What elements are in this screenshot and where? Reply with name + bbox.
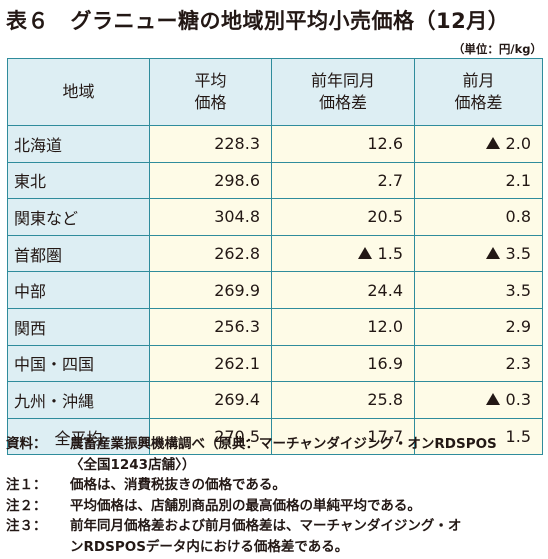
- price-cell: 298.6: [149, 161, 272, 200]
- mom-diff-cell: 0.3: [414, 381, 543, 419]
- price-cell-value: 270.5: [214, 427, 260, 447]
- negative-triangle-icon: [485, 393, 500, 406]
- yoy-diff-cell-value: 2.7: [377, 170, 403, 190]
- yoy-diff-cell: 12.0: [271, 307, 415, 346]
- table-row: 東北 298.6 2.7 2.1: [7, 161, 543, 200]
- price-cell-value: 269.4: [214, 390, 260, 410]
- table-row: 関東など 304.8 20.5 0.8: [7, 198, 543, 236]
- price-cell: 228.3: [149, 125, 272, 163]
- table-row: 北海道 228.3 12.6 2.0: [7, 125, 543, 163]
- mom-diff-cell-value: 2.1: [505, 170, 531, 190]
- mom-diff-cell-value: 1.5: [505, 427, 531, 447]
- table-row: 関西 256.3 12.0 2.9: [7, 307, 543, 346]
- unit-label: （単位：円/kg）: [452, 42, 542, 56]
- table-row: 全平均 270.5 17.7 1.5: [7, 417, 543, 456]
- region-cell: 全平均: [7, 417, 150, 456]
- yoy-diff-cell-value: 20.5: [367, 207, 403, 227]
- table-row: 中部 269.9 24.4 3.5: [7, 271, 543, 309]
- region-cell: 中国・四国: [7, 344, 150, 383]
- price-cell: 256.3: [149, 307, 272, 346]
- yoy-diff-cell: 20.5: [271, 198, 415, 236]
- note-3: 注３： 前年同月価格差および前月価格差は、マーチャンダイジング・オ: [6, 518, 462, 534]
- region-cell: 首都圏: [7, 234, 150, 273]
- price-cell: 269.9: [149, 271, 272, 309]
- note-1: 注１： 価格は、消費税抜きの価格である。: [6, 477, 286, 493]
- price-cell-value: 269.9: [214, 280, 260, 300]
- price-cell-value: 304.8: [214, 207, 260, 227]
- yoy-diff-cell: 25.8: [271, 381, 415, 419]
- region-cell: 中部: [7, 271, 150, 309]
- price-cell-value: 298.6: [214, 170, 260, 190]
- table-header-row: 地域 平均 価格 前年同月 価格差 前月 価格差: [7, 58, 543, 126]
- note-source-cont: 〈全国1243店舗〉）: [70, 456, 196, 473]
- yoy-diff-cell: 17.7: [271, 417, 415, 456]
- mom-diff-cell: 2.3: [414, 344, 543, 383]
- table-row: 首都圏 262.8 1.5 3.5: [7, 234, 543, 273]
- header-region: 地域: [7, 58, 150, 126]
- yoy-diff-cell-value: 1.5: [377, 244, 403, 264]
- mom-diff-cell-value: 3.5: [505, 244, 531, 264]
- mom-diff-cell: 2.9: [414, 307, 543, 346]
- price-cell-value: 256.3: [214, 317, 260, 337]
- yoy-diff-cell-value: 12.6: [367, 134, 403, 154]
- mom-diff-cell: 3.5: [414, 234, 543, 273]
- mom-diff-cell-value: 0.8: [505, 207, 531, 227]
- table-row: 中国・四国 262.1 16.9 2.3: [7, 344, 543, 383]
- yoy-diff-cell-value: 16.9: [367, 353, 403, 373]
- yoy-diff-cell: 24.4: [271, 271, 415, 309]
- yoy-diff-cell: 1.5: [271, 234, 415, 273]
- price-cell: 262.1: [149, 344, 272, 383]
- mom-diff-cell-value: 2.9: [505, 317, 531, 337]
- region-cell: 北海道: [7, 125, 150, 163]
- mom-diff-cell-value: 2.3: [505, 353, 531, 373]
- mom-diff-cell-value: 3.5: [505, 280, 531, 300]
- negative-triangle-icon: [357, 247, 372, 260]
- mom-diff-cell: 0.8: [414, 198, 543, 236]
- price-cell-value: 228.3: [214, 134, 260, 154]
- negative-triangle-icon: [485, 137, 500, 150]
- note-2: 注２： 平均価格は、店舗別商品別の最高価格の単純平均である。: [6, 497, 421, 514]
- region-cell: 関東など: [7, 198, 150, 236]
- yoy-diff-cell-value: 12.0: [367, 317, 403, 337]
- notes-block: 資料： 農畜産業振興機構調べ（原典：マーチャンダイジング・オンRDSPOS 〈全国…: [6, 434, 546, 557]
- mom-diff-cell: 2.1: [414, 161, 543, 200]
- mom-diff-cell: 2.0: [414, 125, 543, 163]
- mom-diff-cell: 3.5: [414, 271, 543, 309]
- yoy-diff-cell-value: 24.4: [367, 280, 403, 300]
- price-cell: 269.4: [149, 381, 272, 419]
- table-title: 表６ グラニュー糖の地域別平均小売価格（12月）: [6, 9, 510, 33]
- negative-triangle-icon: [485, 247, 500, 260]
- yoy-diff-cell: 16.9: [271, 344, 415, 383]
- price-cell-value: 262.1: [214, 353, 260, 373]
- mom-diff-cell-value: 2.0: [505, 134, 531, 154]
- header-yoy-diff: 前年同月 価格差: [271, 58, 415, 126]
- yoy-diff-cell: 2.7: [271, 161, 415, 200]
- note-source: 資料： 農畜産業振興機構調べ（原典：マーチャンダイジング・オンRDSPOS: [6, 436, 497, 452]
- note-3-cont: ンRDSPOSデータ内における価格差である。: [70, 538, 349, 555]
- price-cell: 304.8: [149, 198, 272, 236]
- table-row: 九州・沖縄 269.4 25.8 0.3: [7, 381, 543, 419]
- region-cell: 九州・沖縄: [7, 381, 150, 419]
- region-cell: 東北: [7, 161, 150, 200]
- header-mom-diff: 前月 価格差: [414, 58, 543, 126]
- mom-diff-cell-value: 0.3: [505, 390, 531, 410]
- mom-diff-cell: 1.5: [414, 417, 543, 456]
- price-cell: 262.8: [149, 234, 272, 273]
- header-price: 平均 価格: [149, 58, 272, 126]
- yoy-diff-cell-value: 25.8: [367, 390, 403, 410]
- region-cell: 関西: [7, 307, 150, 346]
- yoy-diff-cell-value: 17.7: [367, 427, 403, 447]
- yoy-diff-cell: 12.6: [271, 125, 415, 163]
- price-cell-value: 262.8: [214, 244, 260, 264]
- price-table: 地域 平均 価格 前年同月 価格差 前月 価格差 北海道 228.3 12.6 2.0 東北 2…: [7, 58, 543, 456]
